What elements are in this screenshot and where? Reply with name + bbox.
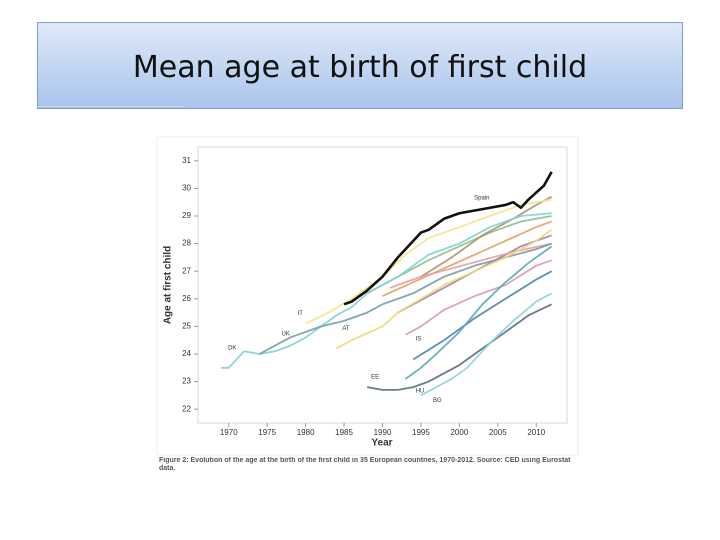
caption-box: Figure 2: Evolution of the age at the bi…	[159, 457, 571, 472]
x-tick-label: 2010	[527, 428, 545, 437]
series-line	[366, 303, 553, 391]
title-box	[37, 22, 683, 109]
y-tick-label: 29	[182, 211, 191, 220]
series-line	[382, 220, 552, 297]
y-tick-label: 26	[182, 294, 191, 303]
series-label: DK	[228, 345, 236, 351]
y-axis-label: Age at first child	[163, 246, 174, 324]
slide-title: Mean age at birth of first child	[132, 50, 588, 85]
series-line	[221, 212, 552, 369]
y-tick-label: 22	[182, 404, 191, 413]
y-tick-label: 28	[182, 239, 191, 248]
y-tick-label: 25	[182, 322, 191, 331]
series-line	[405, 259, 552, 336]
series-label: BG	[433, 398, 442, 404]
series-label: HU	[416, 388, 425, 394]
x-tick-label: 1985	[335, 428, 353, 437]
divider	[37, 106, 184, 107]
series-label: EE	[371, 375, 379, 381]
series-label: Spain	[474, 195, 489, 201]
x-tick-label: 1990	[374, 428, 392, 437]
series-line	[420, 292, 553, 397]
x-tick-label: 1980	[297, 428, 315, 437]
y-tick-label: 23	[182, 377, 191, 386]
series-line	[343, 171, 553, 306]
y-tick-label: 30	[182, 184, 191, 193]
series-line	[305, 198, 552, 325]
caption: Figure 2: Evolution of the age at the bi…	[159, 457, 571, 472]
series-line	[405, 245, 553, 380]
x-tick-label: 2000	[450, 428, 468, 437]
x-axis-label: Year	[371, 438, 392, 449]
x-tick-label: 1970	[220, 428, 238, 437]
series-label: IT	[298, 311, 304, 317]
series-label: IS	[416, 336, 422, 342]
series-label: AT	[342, 326, 350, 332]
series-line	[412, 270, 553, 361]
chart-background	[156, 136, 579, 456]
series-line	[420, 195, 553, 278]
series-label: UK	[282, 332, 290, 338]
series-line	[335, 229, 553, 350]
x-tick-label: 2005	[489, 428, 507, 437]
y-tick-label: 24	[182, 349, 191, 358]
y-tick-label: 31	[182, 156, 191, 165]
x-tick-label: 1975	[258, 428, 276, 437]
x-tick-label: 1995	[412, 428, 430, 437]
y-tick-label: 27	[182, 266, 191, 275]
